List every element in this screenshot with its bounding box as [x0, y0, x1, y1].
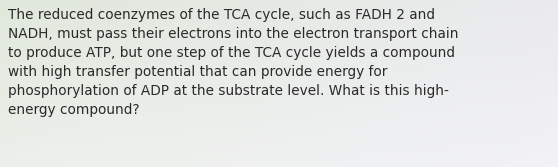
- Text: The reduced coenzymes of the TCA cycle, such as FADH 2 and
NADH, must pass their: The reduced coenzymes of the TCA cycle, …: [8, 8, 459, 117]
